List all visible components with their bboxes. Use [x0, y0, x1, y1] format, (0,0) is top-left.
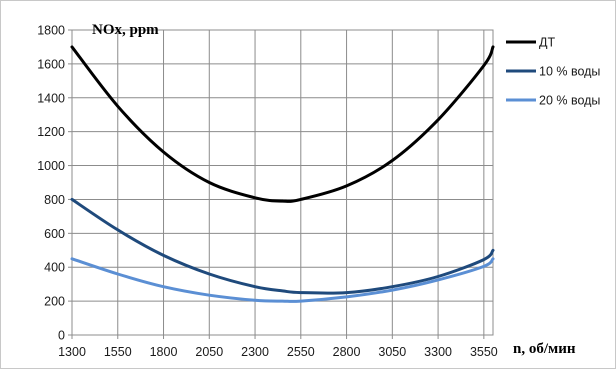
x-tick-label: 3300: [424, 345, 452, 359]
y-tick-label: 1400: [37, 91, 65, 105]
y-tick-labels: 0 200 400 600 800 1000 1200 1400 1600 1800: [37, 24, 65, 343]
x-tick-label: 2050: [195, 345, 223, 359]
y-tick-label: 1600: [37, 57, 65, 71]
x-tick-label: 3050: [378, 345, 406, 359]
legend-label-1: ДТ: [539, 36, 555, 50]
y-tick-label: 1200: [37, 125, 65, 139]
y-tick-label: 200: [44, 295, 65, 309]
x-tick-label: 1300: [58, 345, 86, 359]
legend-label-3: 20 % воды: [539, 94, 600, 108]
x-tick-label: 2300: [241, 345, 269, 359]
x-tick-label: 2800: [333, 345, 361, 359]
y-tick-label: 400: [44, 261, 65, 275]
legend: ДТ 10 % воды 20 % воды: [506, 36, 600, 108]
legend-label-2: 10 % воды: [539, 65, 600, 79]
y-tick-label: 800: [44, 193, 65, 207]
x-tick-label: 3550: [470, 345, 498, 359]
y-tick-label: 0: [58, 329, 65, 343]
x-tick-label: 1800: [150, 345, 178, 359]
x-axis-title: n, об/мин: [513, 341, 576, 357]
x-tick-label: 1550: [104, 345, 132, 359]
series-lines: [70, 45, 495, 303]
x-tick-label: 2550: [287, 345, 315, 359]
x-tick-labels: 1300 1550 1800 2050 2300 2550 2800 3050 3300 3550: [58, 345, 498, 359]
series-line-3: [70, 257, 495, 303]
series-line-1: [70, 45, 495, 203]
y-axis-title: NOx, ppm: [92, 22, 159, 38]
y-tick-label: 1800: [37, 24, 65, 38]
y-tick-label: 1000: [37, 159, 65, 173]
y-tick-label: 600: [44, 227, 65, 241]
series-line-2: [70, 197, 495, 295]
